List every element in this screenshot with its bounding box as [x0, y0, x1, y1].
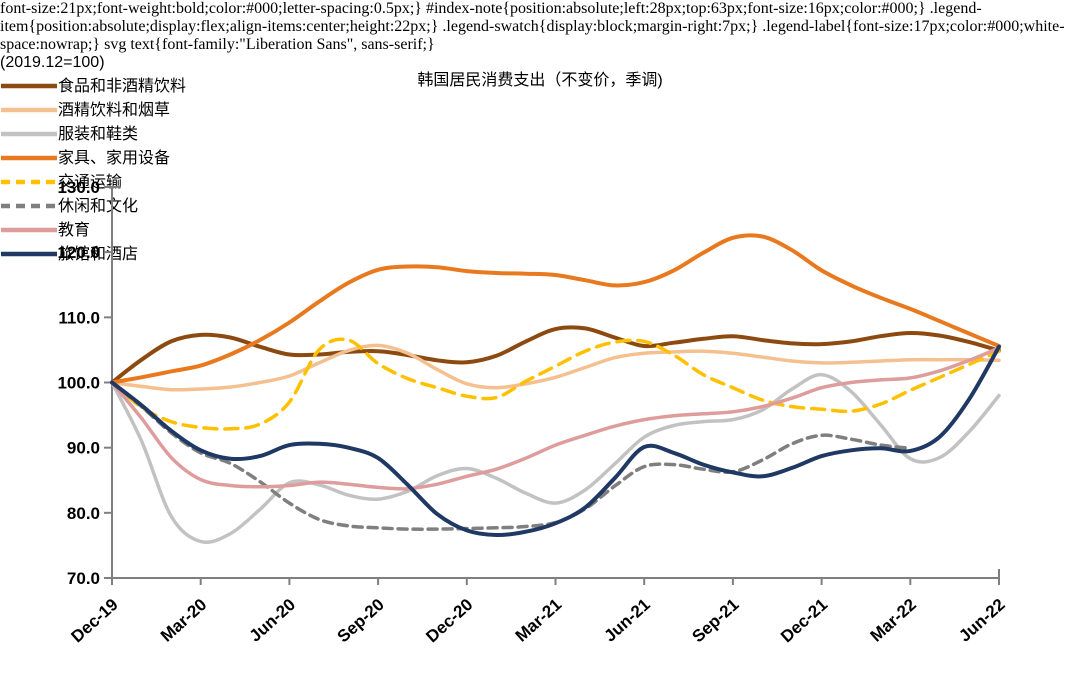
- legend-item-furniture[interactable]: 家具、家用设备: [0, 144, 1080, 168]
- legend-line-hotels: [1, 251, 57, 257]
- legend-label-culture: 休闲和文化: [58, 198, 139, 215]
- y-axis-tick-label: 90.0: [67, 439, 100, 458]
- series-line-clothing: [110, 372, 1001, 544]
- legend-item-food[interactable]: 食品和非酒精饮料: [0, 72, 1080, 96]
- chart-title: 韩国居民消费支出（不变价，季调): [417, 72, 663, 89]
- x-axis-tick-label: Jun-22: [955, 595, 1008, 646]
- y-axis-tick-label: 100.0: [57, 374, 100, 393]
- legend-label-education: 教育: [58, 222, 91, 239]
- chart-panel: 韩国居民消费支出（不变价，季调) (2019.12=100) 食品和非酒精饮料酒…: [0, 54, 1080, 678]
- legend-item-education[interactable]: 教育: [0, 216, 1080, 240]
- y-axis-tick-label: 120.0: [57, 243, 100, 262]
- y-axis-tick-label: 80.0: [67, 504, 100, 523]
- series-line-education: [110, 346, 1001, 491]
- x-axis-tick-label: Mar-21: [512, 595, 565, 646]
- legend-line-clothing: [1, 131, 57, 137]
- legend-item-clothing[interactable]: 服装和鞋类: [0, 120, 1080, 144]
- legend-line-transport: [1, 179, 57, 185]
- legend-line-alcohol: [1, 107, 57, 113]
- legend-line-education: [1, 227, 57, 233]
- legend-item-hotels[interactable]: 旅馆和酒店: [0, 240, 1080, 264]
- x-axis-tick-label: Sep-20: [334, 595, 388, 646]
- series-line-alcohol: [110, 343, 1001, 392]
- y-axis-tick-label: 110.0: [58, 308, 100, 327]
- legend-label-alcohol: 酒精饮料和烟草: [58, 102, 171, 119]
- chart-plot: 70.0 80.0 90.0 100.0 110.0 120.0 130.0 Dec-19 Ma…: [57, 178, 1008, 646]
- x-axis-tick-label: Dec-19: [68, 595, 122, 646]
- x-axis-tick-label: Dec-20: [422, 595, 476, 646]
- legend-label-clothing: 服装和鞋类: [58, 126, 139, 143]
- series-line-culture: [110, 380, 913, 531]
- legend-item-culture[interactable]: 休闲和文化: [0, 192, 1080, 216]
- x-axis-tick-label: Sep-21: [688, 595, 742, 646]
- legend-label-furniture: 家具、家用设备: [58, 150, 171, 167]
- legend-label-hotels: 旅馆和酒店: [58, 246, 139, 263]
- series-line-furniture: [110, 233, 1001, 385]
- series-line-food: [110, 325, 1001, 385]
- series-line-hotels: [110, 344, 1001, 538]
- legend-line-food: [1, 83, 57, 89]
- x-axis-tick-label: Mar-20: [157, 595, 210, 646]
- legend-line-furniture: [1, 155, 57, 161]
- legend-line-culture: [1, 203, 57, 209]
- y-axis-tick-label: 130.0: [57, 178, 100, 197]
- x-axis-tick-label: Dec-21: [777, 595, 831, 646]
- chart-legend: 食品和非酒精饮料 酒精饮料和烟草 服装和鞋类 家具、家用设备 交通运输 休闲和文化 教育 旅馆…: [0, 72, 1080, 264]
- x-axis-tick-label: Mar-22: [867, 595, 920, 646]
- x-axis-tick-label: Jun-20: [246, 595, 299, 646]
- series-line-transport: [110, 337, 1001, 431]
- index-base-note: (2019.12=100): [0, 54, 105, 71]
- legend-label-food: 食品和非酒精饮料: [58, 78, 187, 95]
- x-axis-tick-label: Jun-21: [600, 595, 653, 646]
- y-axis-tick-label: 70.0: [67, 569, 100, 588]
- legend-item-alcohol[interactable]: 酒精饮料和烟草: [0, 96, 1080, 120]
